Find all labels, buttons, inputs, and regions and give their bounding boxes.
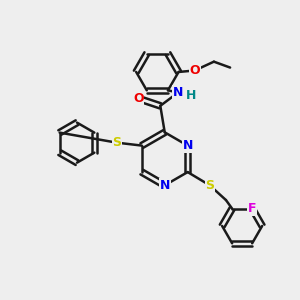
Text: O: O <box>133 92 143 105</box>
Text: S: S <box>112 136 121 149</box>
Text: S: S <box>205 179 214 192</box>
Text: N: N <box>160 179 170 192</box>
Text: N: N <box>182 139 193 152</box>
Text: F: F <box>248 202 256 215</box>
Text: N: N <box>173 86 183 99</box>
Text: H: H <box>186 89 196 102</box>
Text: O: O <box>189 64 200 77</box>
